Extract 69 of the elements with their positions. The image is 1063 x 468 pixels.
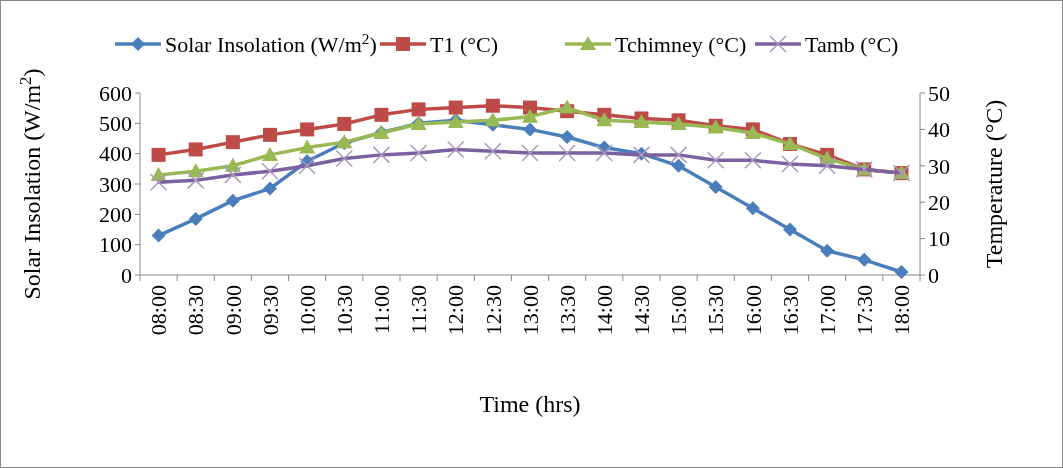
x-tick-label: 08:30 [183,285,209,336]
y-tick-label: 200 [99,202,132,228]
x-tick-label: 16:00 [740,285,766,336]
x-tick-label: 12:00 [443,285,469,336]
point [745,201,760,216]
x-tick-label: 14:30 [629,285,655,336]
x-tick-label: 15:00 [666,285,692,336]
point [225,135,240,150]
x-tick-label: 13:30 [554,285,580,336]
point [485,98,500,113]
x-tick-label: 13:00 [517,285,543,336]
x-tick-label: 09:30 [257,285,283,336]
x-tick-label: 11:30 [406,285,432,335]
y-tick-label: 600 [99,80,132,106]
x-tick-label: 14:00 [591,285,617,336]
point [671,158,686,173]
point [857,252,872,267]
point [300,122,315,137]
y2-tick-label: 30 [928,153,950,179]
legend-label: Solar Insolation (W/m$^{2}$) [165,29,377,57]
y-tick-label: 500 [99,111,132,137]
x-tick-label: 10:30 [331,285,357,336]
legend-label: Tchimney (°C) [615,31,747,57]
point [523,122,537,137]
x-tick-label: 12:30 [480,285,506,336]
point [262,146,278,161]
legend-label: Tamb (°C) [805,31,899,57]
point [522,108,538,123]
y-tick-label: 100 [99,232,132,258]
x-tick-label: 17:00 [814,285,840,336]
point [337,116,352,131]
x-tick-label: 16:30 [777,285,803,336]
x-tick-label: 09:00 [220,285,246,336]
point [560,129,575,144]
point [299,139,316,154]
point [820,243,835,258]
point [708,180,723,195]
point [151,147,166,162]
y2-tick-label: 10 [928,226,950,252]
y2-tick-label: 50 [928,80,950,106]
y2-axis-title: Temperature (°C) [981,99,1007,269]
y-tick-label: 400 [99,141,132,167]
point [448,100,463,115]
point [188,142,203,157]
x-tick-label: 15:30 [703,285,729,336]
y2-tick-label: 0 [928,262,939,288]
point [894,264,909,279]
y2-tick-label: 40 [928,117,950,143]
point [596,112,613,127]
x-tick-label: 10:00 [294,285,320,336]
y-tick-label: 300 [99,171,132,197]
x-tick-label: 08:00 [146,285,172,336]
point [188,211,203,226]
x-tick-label: 11:00 [369,285,395,335]
point [484,112,501,127]
point [783,222,797,237]
x-tick-label: 18:00 [889,285,915,336]
point [225,193,240,208]
x-tick-label: 17:30 [851,285,877,336]
point [263,127,277,142]
point [374,107,389,122]
legend-label: T1 (°C) [430,31,499,57]
y-tick-label: 0 [121,262,132,288]
point [151,228,166,243]
y2-tick-label: 20 [928,189,950,215]
point [411,102,426,117]
point [263,181,277,196]
point [559,99,576,114]
x-axis-title: Time (hrs) [479,391,581,417]
